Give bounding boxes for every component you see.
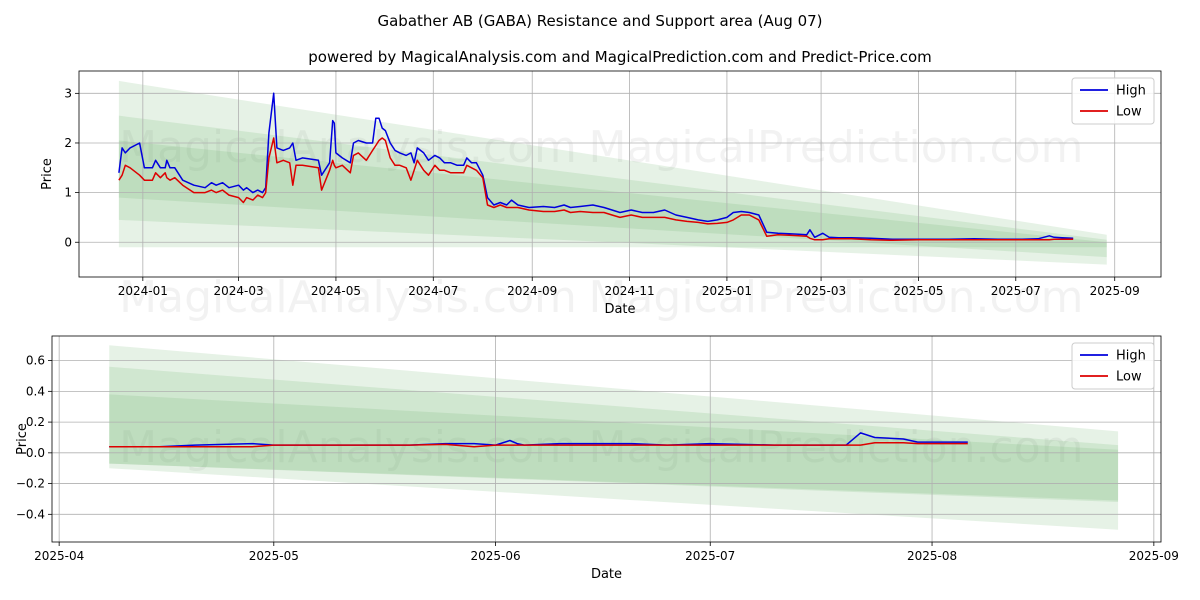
prediction-band-2	[118, 115, 1107, 265]
x-tick-label: 2025-06	[471, 549, 521, 563]
x-axis-label: Date	[591, 567, 622, 582]
x-tick-label: 2024-01	[118, 284, 168, 298]
x-tick-label: 2024-09	[507, 284, 557, 298]
legend-label-low: Low	[1116, 105, 1142, 120]
y-tick-label: 0	[64, 235, 72, 249]
x-tick-label: 2025-05	[893, 284, 943, 298]
chart-subtitle: powered by MagicalAnalysis.com and Magic…	[308, 48, 932, 66]
x-tick-label: 2024-11	[605, 284, 655, 298]
x-tick-label: 2025-08	[907, 549, 957, 563]
x-tick-label: 2025-07	[685, 549, 735, 563]
y-tick-label: 0.2	[26, 415, 45, 429]
x-tick-label: 2024-05	[311, 284, 361, 298]
x-tick-label: 2025-09	[1129, 549, 1179, 563]
x-tick-label: 2025-05	[249, 549, 299, 563]
legend-label-low: Low	[1116, 370, 1142, 385]
y-tick-label: 2	[64, 136, 72, 150]
y-tick-label: 1	[64, 186, 72, 200]
axes-frame	[78, 70, 1162, 278]
watermark-text: MagicalAnalysis.com	[119, 122, 577, 173]
watermark-text: MagicalAnalysis.com	[119, 272, 577, 323]
prediction-band-3	[109, 394, 1119, 503]
series-line-low	[118, 137, 1074, 242]
legend-label-high: High	[1116, 349, 1146, 364]
y-tick-label: 0.0	[26, 446, 45, 460]
top-panel: MagicalAnalysis.com MagicalPrediction.com…	[40, 70, 1162, 323]
y-axis-label: Price	[15, 423, 30, 455]
legend-label-high: High	[1116, 84, 1146, 99]
y-tick-label: 3	[64, 86, 72, 100]
x-tick-label: 2025-07	[991, 284, 1041, 298]
y-axis-label: Price	[40, 158, 55, 190]
watermark-text: MagicalAnalysis.com	[119, 422, 577, 473]
x-axis-label: Date	[604, 302, 635, 317]
x-tick-label: 2025-09	[1090, 284, 1140, 298]
x-tick-label: 2024-03	[214, 284, 264, 298]
y-tick-label: −0.4	[16, 507, 45, 521]
prediction-band-3	[118, 140, 1107, 258]
series-line-high	[118, 92, 1074, 241]
y-tick-label: −0.2	[16, 477, 45, 491]
x-tick-label: 2024-07	[408, 284, 458, 298]
axes-frame	[51, 335, 1162, 543]
series-line-low	[109, 442, 968, 448]
x-tick-label: 2025-03	[796, 284, 846, 298]
watermark-text: MagicalPrediction.com	[589, 122, 1084, 173]
chart-title: Gabather AB (GABA) Resistance and Suppor…	[377, 12, 822, 30]
x-tick-label: 2025-01	[702, 284, 752, 298]
watermark-text: MagicalPrediction.com	[589, 422, 1084, 473]
prediction-band-2	[109, 366, 1119, 501]
prediction-band-1	[118, 80, 1107, 248]
y-tick-label: 0.4	[26, 384, 45, 398]
x-tick-label: 2025-04	[34, 549, 84, 563]
bottom-panel: MagicalAnalysis.com MagicalPrediction.com…	[15, 335, 1179, 582]
y-tick-label: 0.6	[26, 354, 45, 368]
watermark-text: MagicalPrediction.com	[589, 272, 1084, 323]
